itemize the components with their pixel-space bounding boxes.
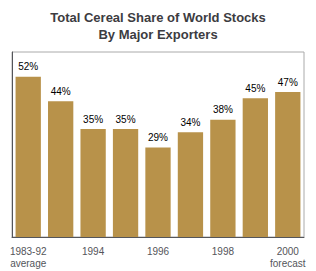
svg-text:1998: 1998 bbox=[212, 246, 235, 257]
svg-text:1996: 1996 bbox=[147, 246, 170, 257]
svg-text:44%: 44% bbox=[51, 86, 71, 97]
svg-text:47%: 47% bbox=[278, 77, 298, 88]
svg-text:1983-92: 1983-92 bbox=[10, 246, 47, 257]
svg-text:35%: 35% bbox=[83, 114, 103, 125]
svg-text:45%: 45% bbox=[245, 83, 265, 94]
svg-text:34%: 34% bbox=[180, 117, 200, 128]
svg-text:average: average bbox=[10, 258, 47, 269]
svg-text:35%: 35% bbox=[116, 114, 136, 125]
svg-text:38%: 38% bbox=[213, 104, 233, 115]
svg-text:29%: 29% bbox=[148, 132, 168, 143]
svg-text:2000: 2000 bbox=[277, 246, 300, 257]
svg-text:1994: 1994 bbox=[82, 246, 105, 257]
svg-text:Total Cereal Share of World St: Total Cereal Share of World Stocks bbox=[50, 10, 266, 25]
svg-text:By Major Exporters: By Major Exporters bbox=[98, 27, 217, 42]
svg-text:52%: 52% bbox=[18, 61, 38, 72]
svg-text:forecast: forecast bbox=[270, 258, 306, 269]
